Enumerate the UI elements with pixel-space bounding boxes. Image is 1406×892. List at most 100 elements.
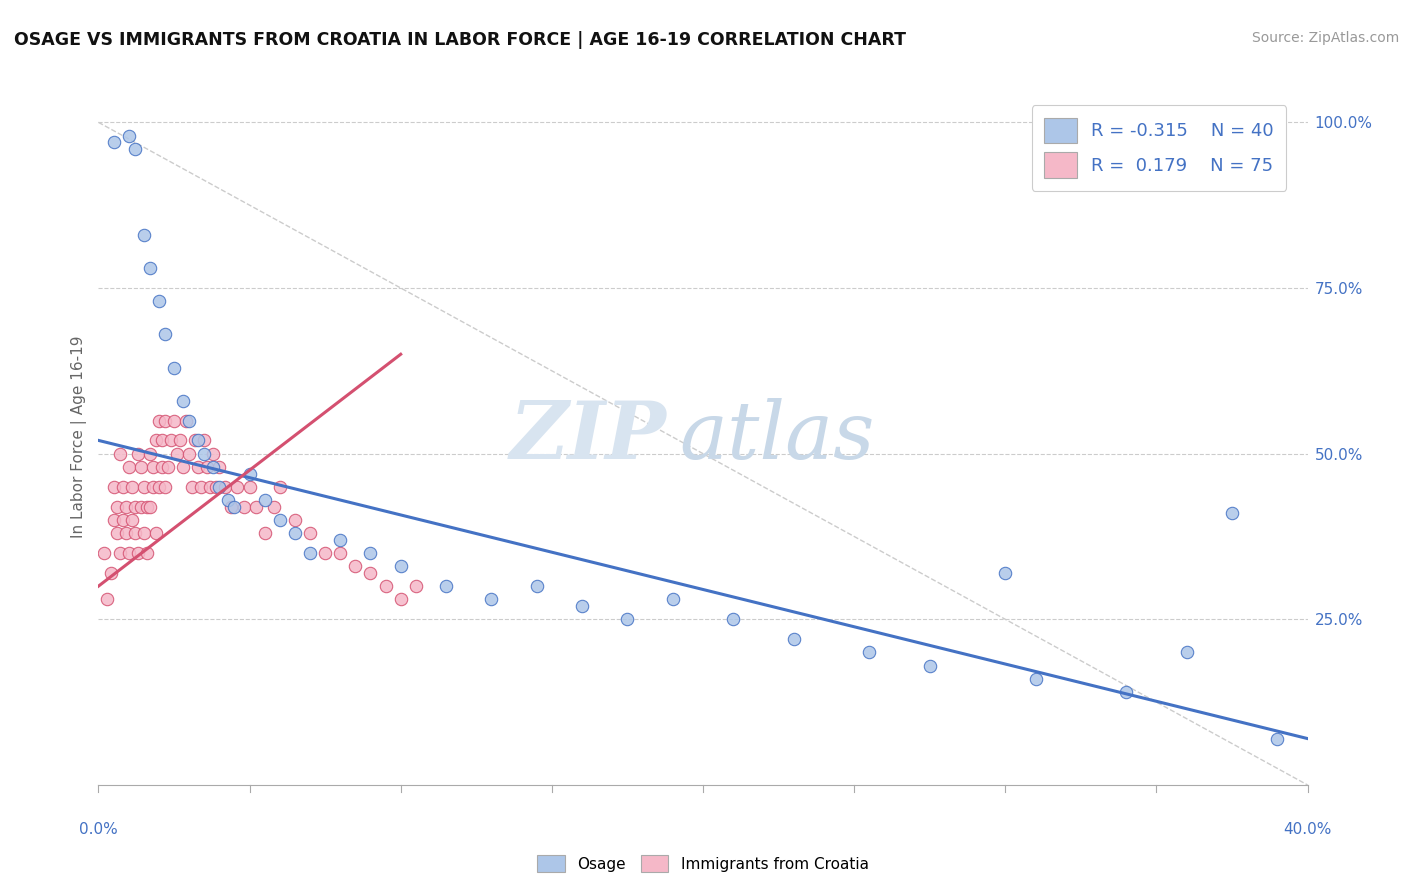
Point bbox=[389, 559, 412, 574]
Point bbox=[124, 526, 146, 541]
Point bbox=[616, 612, 638, 626]
Point bbox=[139, 447, 162, 461]
Point bbox=[127, 546, 149, 560]
Point bbox=[434, 579, 457, 593]
Point bbox=[121, 513, 143, 527]
Point bbox=[103, 480, 125, 494]
Point bbox=[202, 459, 225, 474]
Point bbox=[142, 459, 165, 474]
Point bbox=[132, 480, 155, 494]
Point bbox=[118, 459, 141, 474]
Point bbox=[329, 546, 352, 560]
Point bbox=[179, 413, 201, 427]
Point bbox=[269, 513, 291, 527]
Point bbox=[93, 546, 115, 560]
Point bbox=[135, 546, 157, 560]
Point bbox=[245, 500, 267, 514]
Point bbox=[239, 467, 262, 481]
Point bbox=[299, 526, 322, 541]
Point bbox=[96, 592, 118, 607]
Point bbox=[1220, 506, 1243, 520]
Point bbox=[163, 360, 186, 375]
Point bbox=[187, 434, 209, 448]
Point bbox=[148, 294, 170, 309]
Point bbox=[481, 592, 503, 607]
Legend: Osage, Immigrants from Croatia: Osage, Immigrants from Croatia bbox=[530, 847, 876, 880]
Point bbox=[160, 434, 183, 448]
Y-axis label: In Labor Force | Age 16-19: In Labor Force | Age 16-19 bbox=[72, 335, 87, 539]
Point bbox=[284, 513, 307, 527]
Point bbox=[150, 434, 173, 448]
Point bbox=[163, 413, 186, 427]
Point bbox=[135, 500, 157, 514]
Point bbox=[208, 459, 231, 474]
Point bbox=[114, 500, 136, 514]
Point bbox=[1267, 731, 1289, 746]
Point bbox=[108, 546, 131, 560]
Point bbox=[169, 434, 191, 448]
Point bbox=[129, 500, 152, 514]
Point bbox=[142, 480, 165, 494]
Point bbox=[723, 612, 745, 626]
Point bbox=[299, 546, 322, 560]
Point bbox=[181, 480, 204, 494]
Point bbox=[1175, 645, 1198, 659]
Point bbox=[360, 566, 382, 580]
Point bbox=[214, 480, 236, 494]
Text: atlas: atlas bbox=[679, 399, 875, 475]
Point bbox=[208, 480, 231, 494]
Point bbox=[105, 500, 128, 514]
Point bbox=[193, 434, 215, 448]
Point bbox=[253, 493, 276, 508]
Point bbox=[145, 434, 167, 448]
Point bbox=[132, 526, 155, 541]
Point bbox=[221, 500, 243, 514]
Point bbox=[783, 632, 806, 647]
Point bbox=[148, 413, 170, 427]
Point bbox=[105, 526, 128, 541]
Point bbox=[153, 413, 176, 427]
Point bbox=[193, 447, 215, 461]
Point bbox=[226, 480, 249, 494]
Point bbox=[190, 480, 212, 494]
Point bbox=[195, 459, 218, 474]
Legend: R = -0.315    N = 40, R =  0.179    N = 75: R = -0.315 N = 40, R = 0.179 N = 75 bbox=[1032, 105, 1286, 191]
Point bbox=[858, 645, 880, 659]
Point bbox=[526, 579, 548, 593]
Point bbox=[124, 142, 146, 156]
Point bbox=[389, 592, 412, 607]
Point bbox=[148, 480, 170, 494]
Point bbox=[344, 559, 367, 574]
Point bbox=[150, 459, 173, 474]
Point bbox=[360, 546, 382, 560]
Point bbox=[124, 500, 146, 514]
Point bbox=[114, 526, 136, 541]
Point bbox=[153, 480, 176, 494]
Text: ZIP: ZIP bbox=[510, 399, 666, 475]
Point bbox=[284, 526, 307, 541]
Point bbox=[994, 566, 1017, 580]
Point bbox=[156, 459, 179, 474]
Point bbox=[118, 128, 141, 143]
Text: Source: ZipAtlas.com: Source: ZipAtlas.com bbox=[1251, 31, 1399, 45]
Point bbox=[172, 393, 194, 408]
Point bbox=[662, 592, 685, 607]
Point bbox=[139, 500, 162, 514]
Point bbox=[202, 447, 225, 461]
Point bbox=[127, 447, 149, 461]
Text: 0.0%: 0.0% bbox=[79, 822, 118, 837]
Point bbox=[217, 493, 239, 508]
Point bbox=[224, 500, 246, 514]
Point bbox=[111, 480, 134, 494]
Point bbox=[121, 480, 143, 494]
Point bbox=[1024, 672, 1046, 686]
Point bbox=[145, 526, 167, 541]
Point bbox=[263, 500, 285, 514]
Point bbox=[329, 533, 352, 547]
Point bbox=[129, 459, 152, 474]
Point bbox=[132, 227, 155, 242]
Point bbox=[269, 480, 291, 494]
Point bbox=[232, 500, 254, 514]
Point bbox=[103, 513, 125, 527]
Point bbox=[314, 546, 336, 560]
